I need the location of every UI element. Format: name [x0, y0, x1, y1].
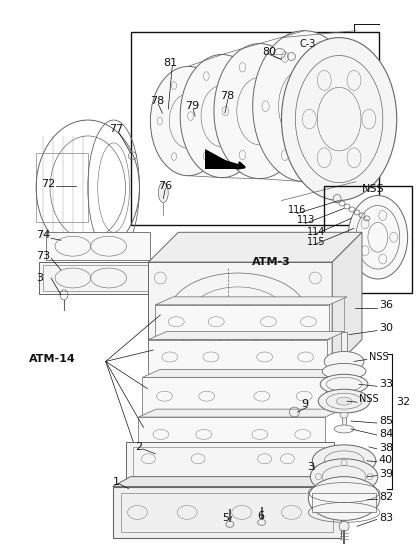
- Ellipse shape: [340, 412, 348, 418]
- Ellipse shape: [333, 194, 341, 203]
- Bar: [155, 305, 329, 338]
- Bar: [136, 454, 324, 484]
- Ellipse shape: [214, 44, 305, 178]
- Polygon shape: [136, 446, 342, 454]
- Ellipse shape: [322, 363, 366, 379]
- Text: 1: 1: [113, 476, 120, 486]
- Text: 78: 78: [220, 91, 234, 101]
- Ellipse shape: [226, 521, 234, 527]
- Bar: [142, 377, 326, 415]
- Text: 74: 74: [36, 230, 50, 240]
- Ellipse shape: [151, 66, 226, 176]
- Ellipse shape: [308, 476, 380, 520]
- Text: 9: 9: [301, 399, 309, 409]
- Text: 39: 39: [379, 469, 393, 479]
- Polygon shape: [205, 149, 242, 169]
- Ellipse shape: [312, 445, 376, 476]
- Ellipse shape: [310, 474, 318, 480]
- Ellipse shape: [258, 519, 265, 525]
- Text: 82: 82: [379, 491, 393, 501]
- Text: 6: 6: [258, 511, 265, 521]
- Ellipse shape: [324, 351, 364, 371]
- Text: NSS: NSS: [362, 183, 384, 193]
- Text: C-3: C-3: [300, 39, 316, 49]
- Text: 77: 77: [109, 124, 123, 134]
- Ellipse shape: [253, 30, 356, 182]
- Ellipse shape: [336, 397, 352, 405]
- Text: 84: 84: [379, 429, 393, 439]
- Bar: [341, 332, 347, 360]
- Ellipse shape: [348, 196, 408, 279]
- Text: 114: 114: [307, 227, 326, 237]
- Text: 72: 72: [41, 178, 55, 188]
- Ellipse shape: [318, 389, 370, 413]
- Ellipse shape: [334, 425, 354, 433]
- Polygon shape: [139, 409, 343, 417]
- Text: 3: 3: [307, 461, 314, 471]
- Text: 3: 3: [36, 273, 43, 283]
- Text: NSS: NSS: [369, 352, 389, 362]
- Ellipse shape: [310, 459, 378, 495]
- Text: 2: 2: [136, 442, 143, 452]
- Bar: [39, 262, 156, 294]
- Text: 81: 81: [163, 58, 178, 69]
- Polygon shape: [113, 476, 359, 486]
- Bar: [36, 153, 88, 222]
- Text: 80: 80: [262, 47, 277, 57]
- Bar: [149, 340, 327, 375]
- Bar: [139, 417, 325, 452]
- Text: 113: 113: [297, 216, 316, 225]
- Bar: [312, 493, 376, 512]
- Bar: [131, 32, 379, 225]
- Text: 79: 79: [185, 101, 199, 111]
- Polygon shape: [142, 370, 344, 377]
- Bar: [133, 447, 327, 479]
- Polygon shape: [149, 332, 345, 340]
- Text: 38: 38: [379, 443, 393, 453]
- Polygon shape: [155, 297, 347, 305]
- Bar: [43, 265, 152, 291]
- Bar: [149, 262, 332, 370]
- Text: 30: 30: [379, 322, 393, 332]
- Bar: [324, 186, 411, 293]
- Bar: [342, 415, 346, 425]
- Text: 85: 85: [379, 416, 393, 426]
- Text: 36: 36: [379, 300, 393, 310]
- Polygon shape: [332, 232, 362, 370]
- Ellipse shape: [158, 183, 168, 203]
- Text: 116: 116: [287, 206, 306, 216]
- Text: 76: 76: [158, 181, 173, 191]
- Text: 78: 78: [151, 96, 165, 106]
- Text: 33: 33: [379, 379, 393, 389]
- Text: 5: 5: [222, 514, 229, 524]
- Bar: [113, 486, 341, 538]
- Polygon shape: [149, 232, 362, 262]
- Ellipse shape: [180, 54, 264, 178]
- Text: 32: 32: [396, 397, 410, 407]
- Text: NSS: NSS: [359, 394, 379, 404]
- Text: ATM-14: ATM-14: [29, 355, 76, 365]
- Text: 83: 83: [379, 514, 393, 524]
- Ellipse shape: [282, 38, 397, 201]
- Ellipse shape: [339, 521, 349, 531]
- Text: 115: 115: [307, 237, 326, 247]
- Bar: [126, 442, 334, 484]
- Text: ATM-3: ATM-3: [252, 257, 290, 267]
- Ellipse shape: [320, 375, 368, 394]
- Bar: [121, 493, 333, 532]
- Bar: [46, 232, 151, 260]
- Text: 40: 40: [379, 455, 393, 465]
- Text: 73: 73: [36, 251, 50, 261]
